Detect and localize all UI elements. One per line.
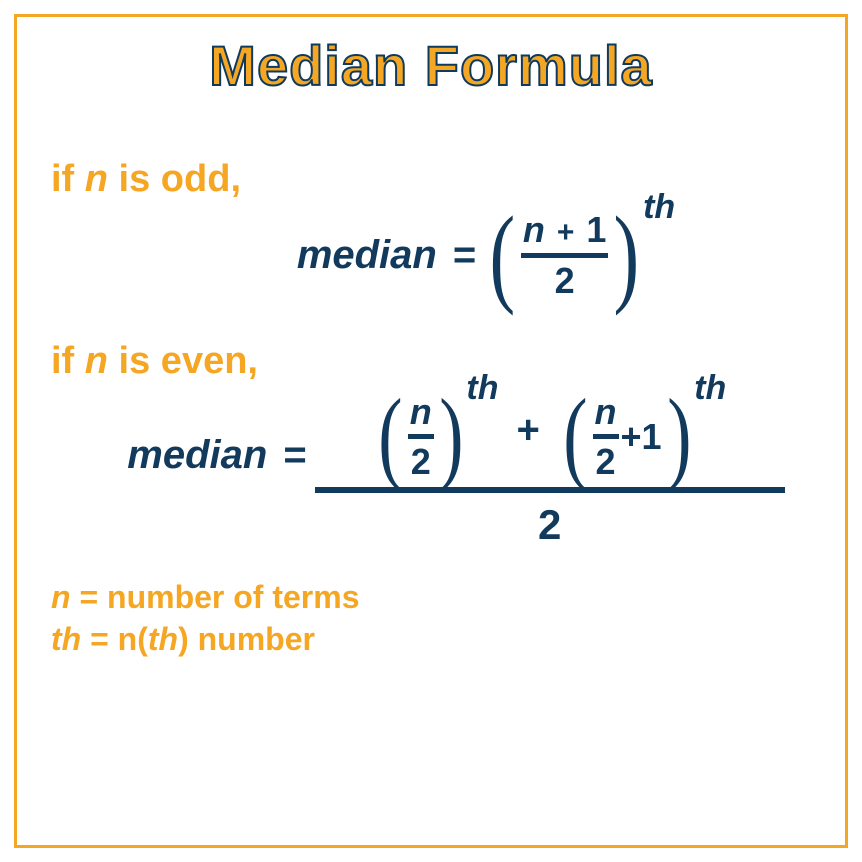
odd-eq: = [453, 233, 476, 278]
even-var: n [85, 340, 108, 382]
even-lhs: median [127, 433, 267, 478]
legend-l2-mid: = n( [81, 621, 148, 657]
odd-var: n [85, 158, 108, 200]
legend-line1: n = number of terms [51, 577, 811, 619]
title: Median Formula [51, 33, 811, 98]
odd-num-n: n [523, 209, 545, 250]
odd-lhs: median [297, 233, 437, 278]
odd-condition: if n is odd, [51, 158, 811, 201]
odd-paren-group: ( n + 1 2 ) [484, 211, 645, 300]
legend-th2: th [148, 621, 178, 657]
even-big-fraction: ( n 2 ) th + ( [315, 393, 785, 550]
even-t1-th: th [466, 369, 498, 408]
legend-n: n [51, 579, 71, 615]
even-t2-frac: n 2 [593, 393, 619, 482]
even-term1: ( n 2 ) [373, 393, 468, 482]
odd-num-plus: + [557, 216, 575, 249]
legend: n = number of terms th = n(th) number [51, 577, 811, 660]
formula-card: Median Formula if n is odd, median = ( n… [14, 14, 848, 848]
even-t2-plus1: +1 [621, 416, 662, 458]
even-suffix: is even, [108, 340, 258, 382]
fraction-bar [408, 434, 434, 439]
fraction-bar [593, 434, 619, 439]
rparen-icon: ) [667, 400, 691, 473]
even-outer-den: 2 [538, 501, 561, 549]
lparen-icon: ( [490, 217, 516, 294]
even-plus: + [517, 408, 540, 453]
rparen-icon: ) [614, 217, 640, 294]
even-t2-num: n [593, 393, 619, 431]
legend-th: th [51, 621, 81, 657]
even-term2: ( n 2 +1 ) [558, 393, 696, 482]
odd-den: 2 [553, 262, 577, 300]
lparen-icon: ( [378, 400, 402, 473]
even-t1-num: n [408, 393, 434, 431]
odd-th: th [643, 188, 675, 227]
even-t1-frac: n 2 [408, 393, 434, 482]
odd-suffix: is odd, [108, 158, 241, 200]
even-eq: = [283, 433, 306, 478]
even-prefix: if [51, 340, 85, 382]
even-t2-den: 2 [593, 443, 617, 481]
rparen-icon: ) [439, 400, 463, 473]
odd-num-one: 1 [586, 209, 606, 250]
legend-line2: th = n(th) number [51, 619, 811, 661]
odd-prefix: if [51, 158, 85, 200]
odd-formula: median = ( n + 1 2 ) th [161, 211, 811, 300]
even-formula: median = ( n 2 ) th + [101, 393, 811, 550]
even-t1-den: 2 [409, 443, 433, 481]
legend-l2-end: ) number [178, 621, 315, 657]
even-t2-th: th [694, 369, 726, 408]
odd-fraction: n + 1 2 [521, 211, 609, 300]
fraction-bar [521, 253, 609, 258]
legend-l1-rest: = number of terms [71, 579, 360, 615]
lparen-icon: ( [563, 400, 587, 473]
